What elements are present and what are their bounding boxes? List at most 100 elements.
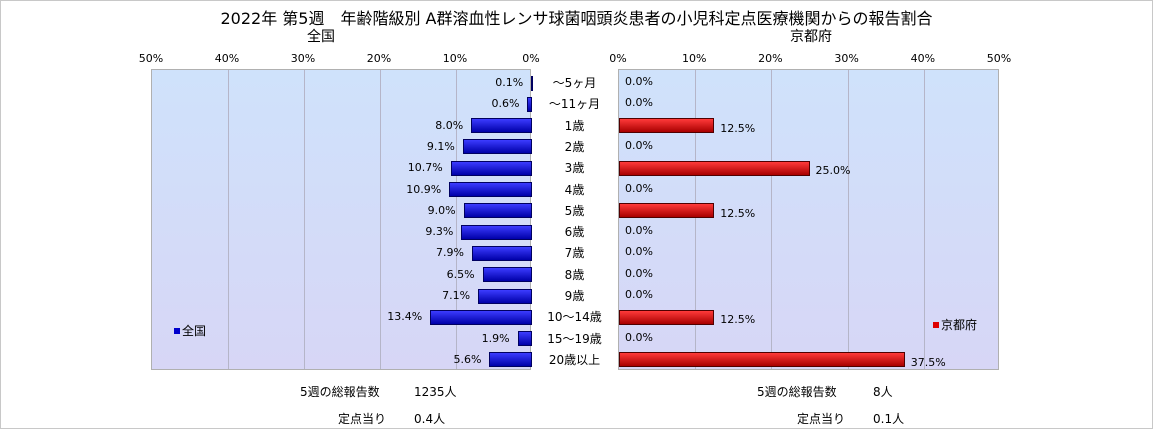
data-label-kyoto: 0.0% xyxy=(625,75,653,88)
bar-zenkoku xyxy=(449,182,532,197)
x-tick-label-right: 0% xyxy=(609,52,627,65)
data-label-kyoto: 12.5% xyxy=(720,121,756,135)
data-label-zenkoku: 6.5% xyxy=(446,267,475,281)
chart-title: 2022年 第5週 年齢階級別 A群溶血性レンサ球菌咽頭炎患者の小児科定点医療機… xyxy=(220,9,933,28)
left-legend-swatch xyxy=(174,328,180,334)
gridline-right xyxy=(771,70,773,369)
right-total-label: 5週の総報告数 xyxy=(757,385,837,399)
left-total-label: 5週の総報告数 xyxy=(300,385,380,399)
data-label-kyoto: 0.0% xyxy=(625,245,653,259)
x-tick-label-right: 40% xyxy=(910,52,936,65)
x-tick-label-left: 20% xyxy=(366,52,392,65)
right-legend-label: 京都府 xyxy=(941,318,978,332)
right-total-value: 8人 xyxy=(873,385,893,399)
data-label-kyoto: 12.5% xyxy=(720,313,756,327)
bar-zenkoku xyxy=(478,288,532,304)
bar-zenkoku xyxy=(450,160,532,176)
gridline-left xyxy=(380,70,381,369)
bar-kyoto xyxy=(619,352,905,368)
left-total-value: 1235人 xyxy=(414,385,457,399)
left-per-label: 定点当り xyxy=(338,412,387,426)
data-label-kyoto: 0.0% xyxy=(625,330,653,344)
category-label: 8歳 xyxy=(564,267,585,282)
x-tick-label-left: 0% xyxy=(522,52,540,65)
data-label-kyoto: 0.0% xyxy=(625,288,653,301)
data-label-zenkoku: 10.7% xyxy=(407,161,443,175)
left-legend-label: 全国 xyxy=(182,324,207,338)
x-tick-label-right: 30% xyxy=(834,52,859,65)
category-label: 10～14歳 xyxy=(547,310,602,325)
data-label-zenkoku: 7.9% xyxy=(436,246,464,260)
x-tick-label-right: 10% xyxy=(681,52,707,65)
category-label: 6歳 xyxy=(564,225,585,240)
category-label: ～11ヶ月 xyxy=(548,97,601,112)
left-subtitle: 全国 xyxy=(307,29,335,45)
data-label-zenkoku: 13.4% xyxy=(387,310,423,324)
category-label: 2歳 xyxy=(564,139,585,154)
data-label-zenkoku: 9.1% xyxy=(426,139,455,153)
x-tick-label-right: 20% xyxy=(758,52,783,65)
category-label: 20歳以上 xyxy=(548,352,601,367)
bar-zenkoku xyxy=(527,96,532,112)
gridline-left xyxy=(456,70,457,369)
x-tick-label-left: 50% xyxy=(138,52,164,65)
right-legend-swatch xyxy=(933,322,939,328)
data-label-kyoto: 12.5% xyxy=(720,206,756,220)
category-label: ～5ヶ月 xyxy=(552,76,597,90)
bar-zenkoku xyxy=(430,309,532,325)
category-label: 9歳 xyxy=(564,289,585,303)
right-legend: 京都府 xyxy=(933,316,977,333)
bar-zenkoku xyxy=(471,245,532,261)
bar-zenkoku xyxy=(463,203,532,219)
bar-zenkoku xyxy=(517,331,532,347)
data-label-zenkoku: 8.0% xyxy=(435,118,464,132)
bar-kyoto xyxy=(619,118,715,134)
category-label: 1歳 xyxy=(564,118,585,133)
right-per-value: 0.1人 xyxy=(873,412,905,426)
left-per-value: 0.4人 xyxy=(414,412,446,426)
bar-kyoto xyxy=(619,203,715,219)
x-tick-label-left: 40% xyxy=(214,52,240,65)
data-label-zenkoku: 0.6% xyxy=(491,97,520,111)
data-label-kyoto: 0.0% xyxy=(625,138,653,152)
x-tick-label-right: 50% xyxy=(986,52,1012,65)
bar-zenkoku xyxy=(471,118,532,134)
data-label-zenkoku: 5.6% xyxy=(453,352,482,366)
x-tick-label-left: 30% xyxy=(290,52,316,65)
x-tick-label-left: 10% xyxy=(442,52,468,65)
data-label-kyoto: 0.0% xyxy=(625,224,653,238)
bar-zenkoku xyxy=(462,139,532,155)
data-label-zenkoku: 0.1% xyxy=(495,76,524,89)
category-label: 5歳 xyxy=(564,203,585,218)
data-label-kyoto: 0.0% xyxy=(625,96,653,110)
bar-kyoto xyxy=(619,309,715,325)
bar-zenkoku xyxy=(461,224,532,240)
data-label-kyoto: 37.5% xyxy=(910,355,946,369)
category-label: 7歳 xyxy=(564,246,585,261)
data-label-kyoto: 0.0% xyxy=(625,266,653,280)
gridline-right xyxy=(847,70,849,369)
category-label: 3歳 xyxy=(564,161,585,176)
right-plot-area: 京都府 0.0% 0.0% 12.5% 0.0% 25.0% 0.0% 12.5% 0.0% 0… xyxy=(618,69,999,370)
data-label-zenkoku: 9.0% xyxy=(427,203,456,217)
category-label: 4歳 xyxy=(564,182,585,197)
bar-zenkoku xyxy=(531,75,534,91)
category-label: 15～19歳 xyxy=(547,331,602,346)
data-label-zenkoku: 10.9% xyxy=(406,182,442,196)
bar-zenkoku xyxy=(489,352,532,368)
gridline-left xyxy=(228,70,229,369)
right-per-label: 定点当り xyxy=(797,412,846,426)
gridline-left xyxy=(304,70,305,369)
bar-zenkoku xyxy=(482,267,532,283)
data-label-zenkoku: 9.3% xyxy=(425,225,454,239)
data-label-zenkoku: 1.9% xyxy=(481,331,510,345)
right-subtitle: 京都府 xyxy=(790,29,832,45)
gridline-right xyxy=(923,70,925,369)
bar-kyoto xyxy=(619,160,810,176)
left-plot-area: 全国 0.1% 0.6% 8.0% 9.1% 10.7% 10.9% 9.0% 9.3% 7.9… xyxy=(151,69,534,370)
gridline-right xyxy=(695,70,697,369)
data-label-kyoto: 0.0% xyxy=(625,181,653,195)
data-label-zenkoku: 7.1% xyxy=(442,289,471,302)
left-legend: 全国 xyxy=(174,322,206,339)
data-label-kyoto: 25.0% xyxy=(815,164,851,178)
